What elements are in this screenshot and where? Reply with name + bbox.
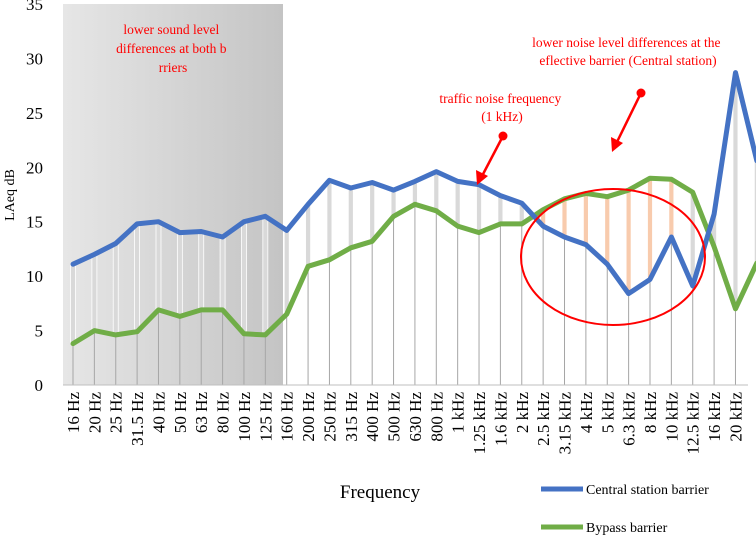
difference-bar-highlight [604, 196, 611, 265]
x-tick-label: 20 kHz [727, 392, 746, 442]
difference-bar-highlight [625, 189, 632, 294]
x-tick-label: 160 Hz [278, 392, 297, 442]
x-tick-label: 63 Hz [192, 392, 211, 434]
x-tick-label: 16 Hz [64, 392, 83, 434]
difference-bar-highlight [668, 178, 675, 238]
difference-bar [454, 181, 461, 227]
annotation-reflective-note: lower noise level differences at the efl… [532, 35, 724, 68]
y-tick-label: 25 [26, 104, 43, 123]
x-axis-label: Frequency [340, 482, 421, 503]
arrow-traffic [476, 131, 508, 185]
x-tick-labels: 16 Hz 20 Hz 25 Hz 31.5 Hz 40 Hz 50 Hz 63 Hz 80 … [64, 392, 746, 455]
difference-bar [198, 231, 205, 311]
x-tick-label: 40 Hz [150, 392, 169, 434]
y-tick-label: 0 [35, 376, 44, 395]
difference-bar [347, 187, 354, 249]
difference-bar-highlight [561, 198, 568, 238]
x-tick-label: 10 kHz [662, 392, 681, 442]
difference-bar [219, 236, 226, 311]
series-bypass-line [70, 175, 756, 347]
difference-bar [91, 253, 98, 331]
x-tick-label: 2.5 kHz [534, 392, 553, 446]
x-tick-label: 1 kHz [449, 392, 468, 434]
difference-bar [70, 263, 76, 345]
legend-bypass-label: Bypass barrier [586, 521, 668, 536]
highlight-circle [520, 188, 706, 326]
legend: Central station barrier Bypass barrier [541, 483, 709, 536]
difference-bar [753, 160, 756, 264]
difference-bar [412, 181, 418, 205]
difference-bar [134, 223, 141, 333]
x-tick-label: 400 Hz [363, 392, 382, 442]
difference-bar [241, 221, 247, 335]
y-tick-label: 35 [26, 0, 43, 14]
annotation-shaded-note: lower sound level differences at both b … [116, 22, 230, 75]
y-tick-label: 20 [26, 158, 43, 177]
x-tick-label: 2 kHz [513, 392, 532, 434]
difference-bar [326, 179, 333, 261]
x-tick-label: 200 Hz [299, 392, 318, 442]
difference-bar-highlight [582, 193, 589, 245]
x-tick-lines [72, 204, 736, 385]
x-tick-label: 630 Hz [406, 392, 425, 442]
difference-bar [262, 215, 269, 336]
x-tick-label: 250 Hz [320, 392, 339, 442]
x-tick-label: 1.6 kHz [491, 392, 510, 446]
y-tick-label: 5 [35, 322, 44, 341]
x-tick-label: 1.25 kHz [470, 392, 489, 455]
x-tick-label: 5 kHz [598, 392, 617, 434]
difference-bar [390, 189, 397, 217]
x-tick-label: 4 kHz [577, 392, 596, 434]
x-tick-label: 315 Hz [342, 392, 361, 442]
series-lines [70, 70, 756, 347]
x-tick-label: 100 Hz [235, 392, 254, 442]
x-tick-label: 125 Hz [256, 392, 275, 442]
difference-bar [433, 171, 440, 212]
y-axis: 0 5 10 15 20 25 30 35 [26, 0, 43, 395]
difference-bar [497, 195, 504, 225]
annotation-traffic-note: traffic noise frequency (1 kHz) [439, 91, 564, 124]
x-tick-label: 20 Hz [85, 392, 104, 434]
x-tick-label: 25 Hz [107, 392, 126, 434]
x-tick-label: 16 kHz [705, 392, 724, 442]
difference-bar [476, 184, 482, 233]
x-tick-label: 12.5 kHz [684, 392, 703, 455]
x-tick-label: 3.15 kHz [556, 392, 575, 455]
x-tick-label: 8 kHz [641, 392, 660, 434]
x-tick-label: 500 Hz [385, 392, 404, 442]
y-tick-label: 30 [26, 49, 43, 68]
difference-bar [305, 203, 311, 267]
y-tick-label: 15 [26, 213, 43, 232]
x-tick-label: 80 Hz [214, 392, 233, 434]
x-tick-label: 50 Hz [171, 392, 190, 434]
difference-bar [155, 221, 162, 311]
difference-bar [112, 243, 119, 336]
series-central-line [70, 70, 756, 297]
legend-central-label: Central station barrier [586, 483, 709, 498]
x-tick-label: 800 Hz [427, 392, 446, 442]
y-axis-label: LAeq dB [3, 169, 18, 221]
difference-bar [369, 182, 376, 242]
arrow-reflective [611, 88, 646, 152]
difference-bar [283, 230, 290, 315]
x-tick-label: 31.5 Hz [128, 392, 147, 446]
difference-bar [732, 72, 739, 310]
difference-bar [176, 232, 183, 317]
y-tick-label: 10 [26, 267, 43, 286]
x-tick-label: 6.3 kHz [620, 392, 639, 446]
